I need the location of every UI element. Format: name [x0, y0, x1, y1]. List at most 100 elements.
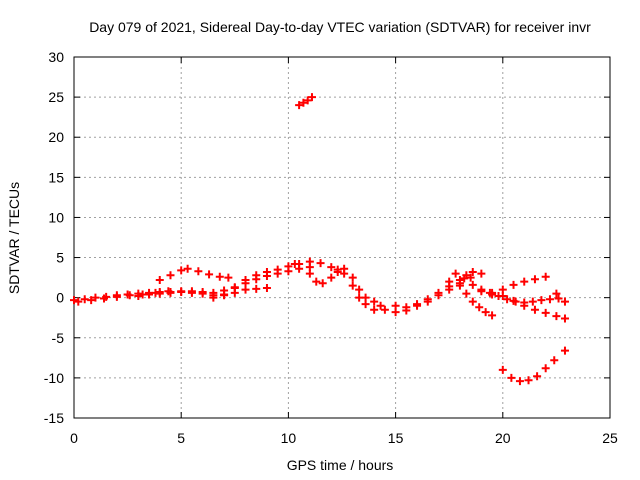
data-point: [455, 281, 464, 290]
data-point: [361, 293, 370, 302]
x-tick-label: 10: [281, 430, 297, 446]
data-point: [333, 267, 342, 276]
data-point: [187, 288, 196, 297]
data-point: [423, 295, 432, 304]
data-point: [460, 274, 469, 283]
data-point: [509, 280, 518, 289]
data-point: [183, 264, 192, 273]
satellite-track-15: [498, 346, 569, 386]
data-point: [327, 273, 336, 282]
data-point: [503, 295, 512, 304]
data-point: [528, 297, 537, 306]
data-point: [468, 280, 477, 289]
x-tick-label: 0: [70, 430, 78, 446]
chart-title: Day 079 of 2021, Sidereal Day-to-day VTE…: [89, 19, 591, 35]
satellite-track-6: [295, 93, 316, 110]
satellite-track-10: [391, 267, 477, 312]
data-point: [498, 285, 507, 294]
data-point: [230, 288, 239, 297]
data-point: [545, 295, 554, 304]
x-tick-label: 5: [177, 430, 185, 446]
data-point: [488, 290, 497, 299]
y-tick-label: 15: [48, 169, 64, 185]
data-point: [348, 281, 357, 290]
y-tick-labels: -15 -10 -5 0 5 10 15 20 25 30: [44, 49, 64, 426]
y-tick-label: 0: [56, 290, 64, 306]
data-points: [70, 93, 569, 386]
data-point: [316, 259, 325, 268]
data-point: [509, 296, 518, 305]
data-point: [355, 285, 364, 294]
data-point: [273, 265, 282, 274]
data-point: [305, 269, 314, 278]
data-point: [112, 292, 121, 301]
plot-frame: [73, 56, 611, 419]
data-point: [299, 98, 308, 107]
data-point: [87, 296, 96, 305]
data-point: [468, 297, 477, 306]
axis-ticks: [73, 56, 611, 419]
data-point: [262, 284, 271, 293]
data-point: [177, 266, 186, 275]
data-point: [284, 262, 293, 271]
data-point: [537, 296, 546, 305]
data-point: [462, 289, 471, 298]
data-point: [530, 275, 539, 284]
y-tick-label: 30: [48, 49, 64, 65]
data-point: [520, 301, 529, 310]
data-point: [348, 273, 357, 282]
x-tick-label: 25: [602, 430, 618, 446]
data-point: [541, 308, 550, 317]
data-point: [312, 277, 321, 286]
data-point: [533, 372, 542, 381]
y-tick-label: 25: [48, 89, 64, 105]
data-point: [520, 277, 529, 286]
data-point: [194, 267, 203, 276]
data-point: [507, 373, 516, 382]
y-tick-label: -15: [44, 410, 64, 426]
data-point: [327, 263, 336, 272]
data-point: [550, 356, 559, 365]
data-point: [262, 267, 271, 276]
y-tick-label: -10: [44, 370, 64, 386]
grid-lines: [74, 57, 610, 418]
data-point: [541, 272, 550, 281]
data-point: [376, 301, 385, 310]
data-point: [166, 288, 175, 297]
x-tick-label: 15: [388, 430, 404, 446]
y-tick-label: -5: [52, 330, 65, 346]
data-point: [370, 305, 379, 314]
data-point: [74, 297, 83, 306]
data-point: [198, 289, 207, 298]
data-point: [220, 291, 229, 300]
satellite-track-3: [155, 264, 233, 285]
satellite-track-2: [74, 287, 173, 306]
data-point: [91, 293, 100, 302]
data-point: [413, 300, 422, 309]
satellite-track-14: [488, 272, 569, 306]
data-point: [475, 303, 484, 312]
data-point: [554, 294, 563, 303]
data-point: [468, 267, 477, 276]
data-point: [145, 290, 154, 299]
x-tick-labels: 0 5 10 15 20 25: [70, 430, 618, 446]
satellite-track-5: [209, 284, 271, 302]
data-point: [560, 297, 569, 306]
data-point: [166, 271, 175, 280]
data-point: [205, 270, 214, 279]
satellite-track-7: [295, 257, 379, 314]
data-point: [340, 264, 349, 273]
data-point: [451, 269, 460, 278]
data-point: [498, 365, 507, 374]
data-point: [100, 294, 109, 303]
data-point: [177, 288, 186, 297]
data-point: [477, 287, 486, 296]
data-point: [515, 377, 524, 386]
y-tick-label: 10: [48, 209, 64, 225]
x-axis-label: GPS time / hours: [287, 457, 394, 473]
data-point: [215, 272, 224, 281]
data-point: [445, 277, 454, 286]
data-point: [305, 257, 314, 266]
data-point: [70, 296, 78, 305]
